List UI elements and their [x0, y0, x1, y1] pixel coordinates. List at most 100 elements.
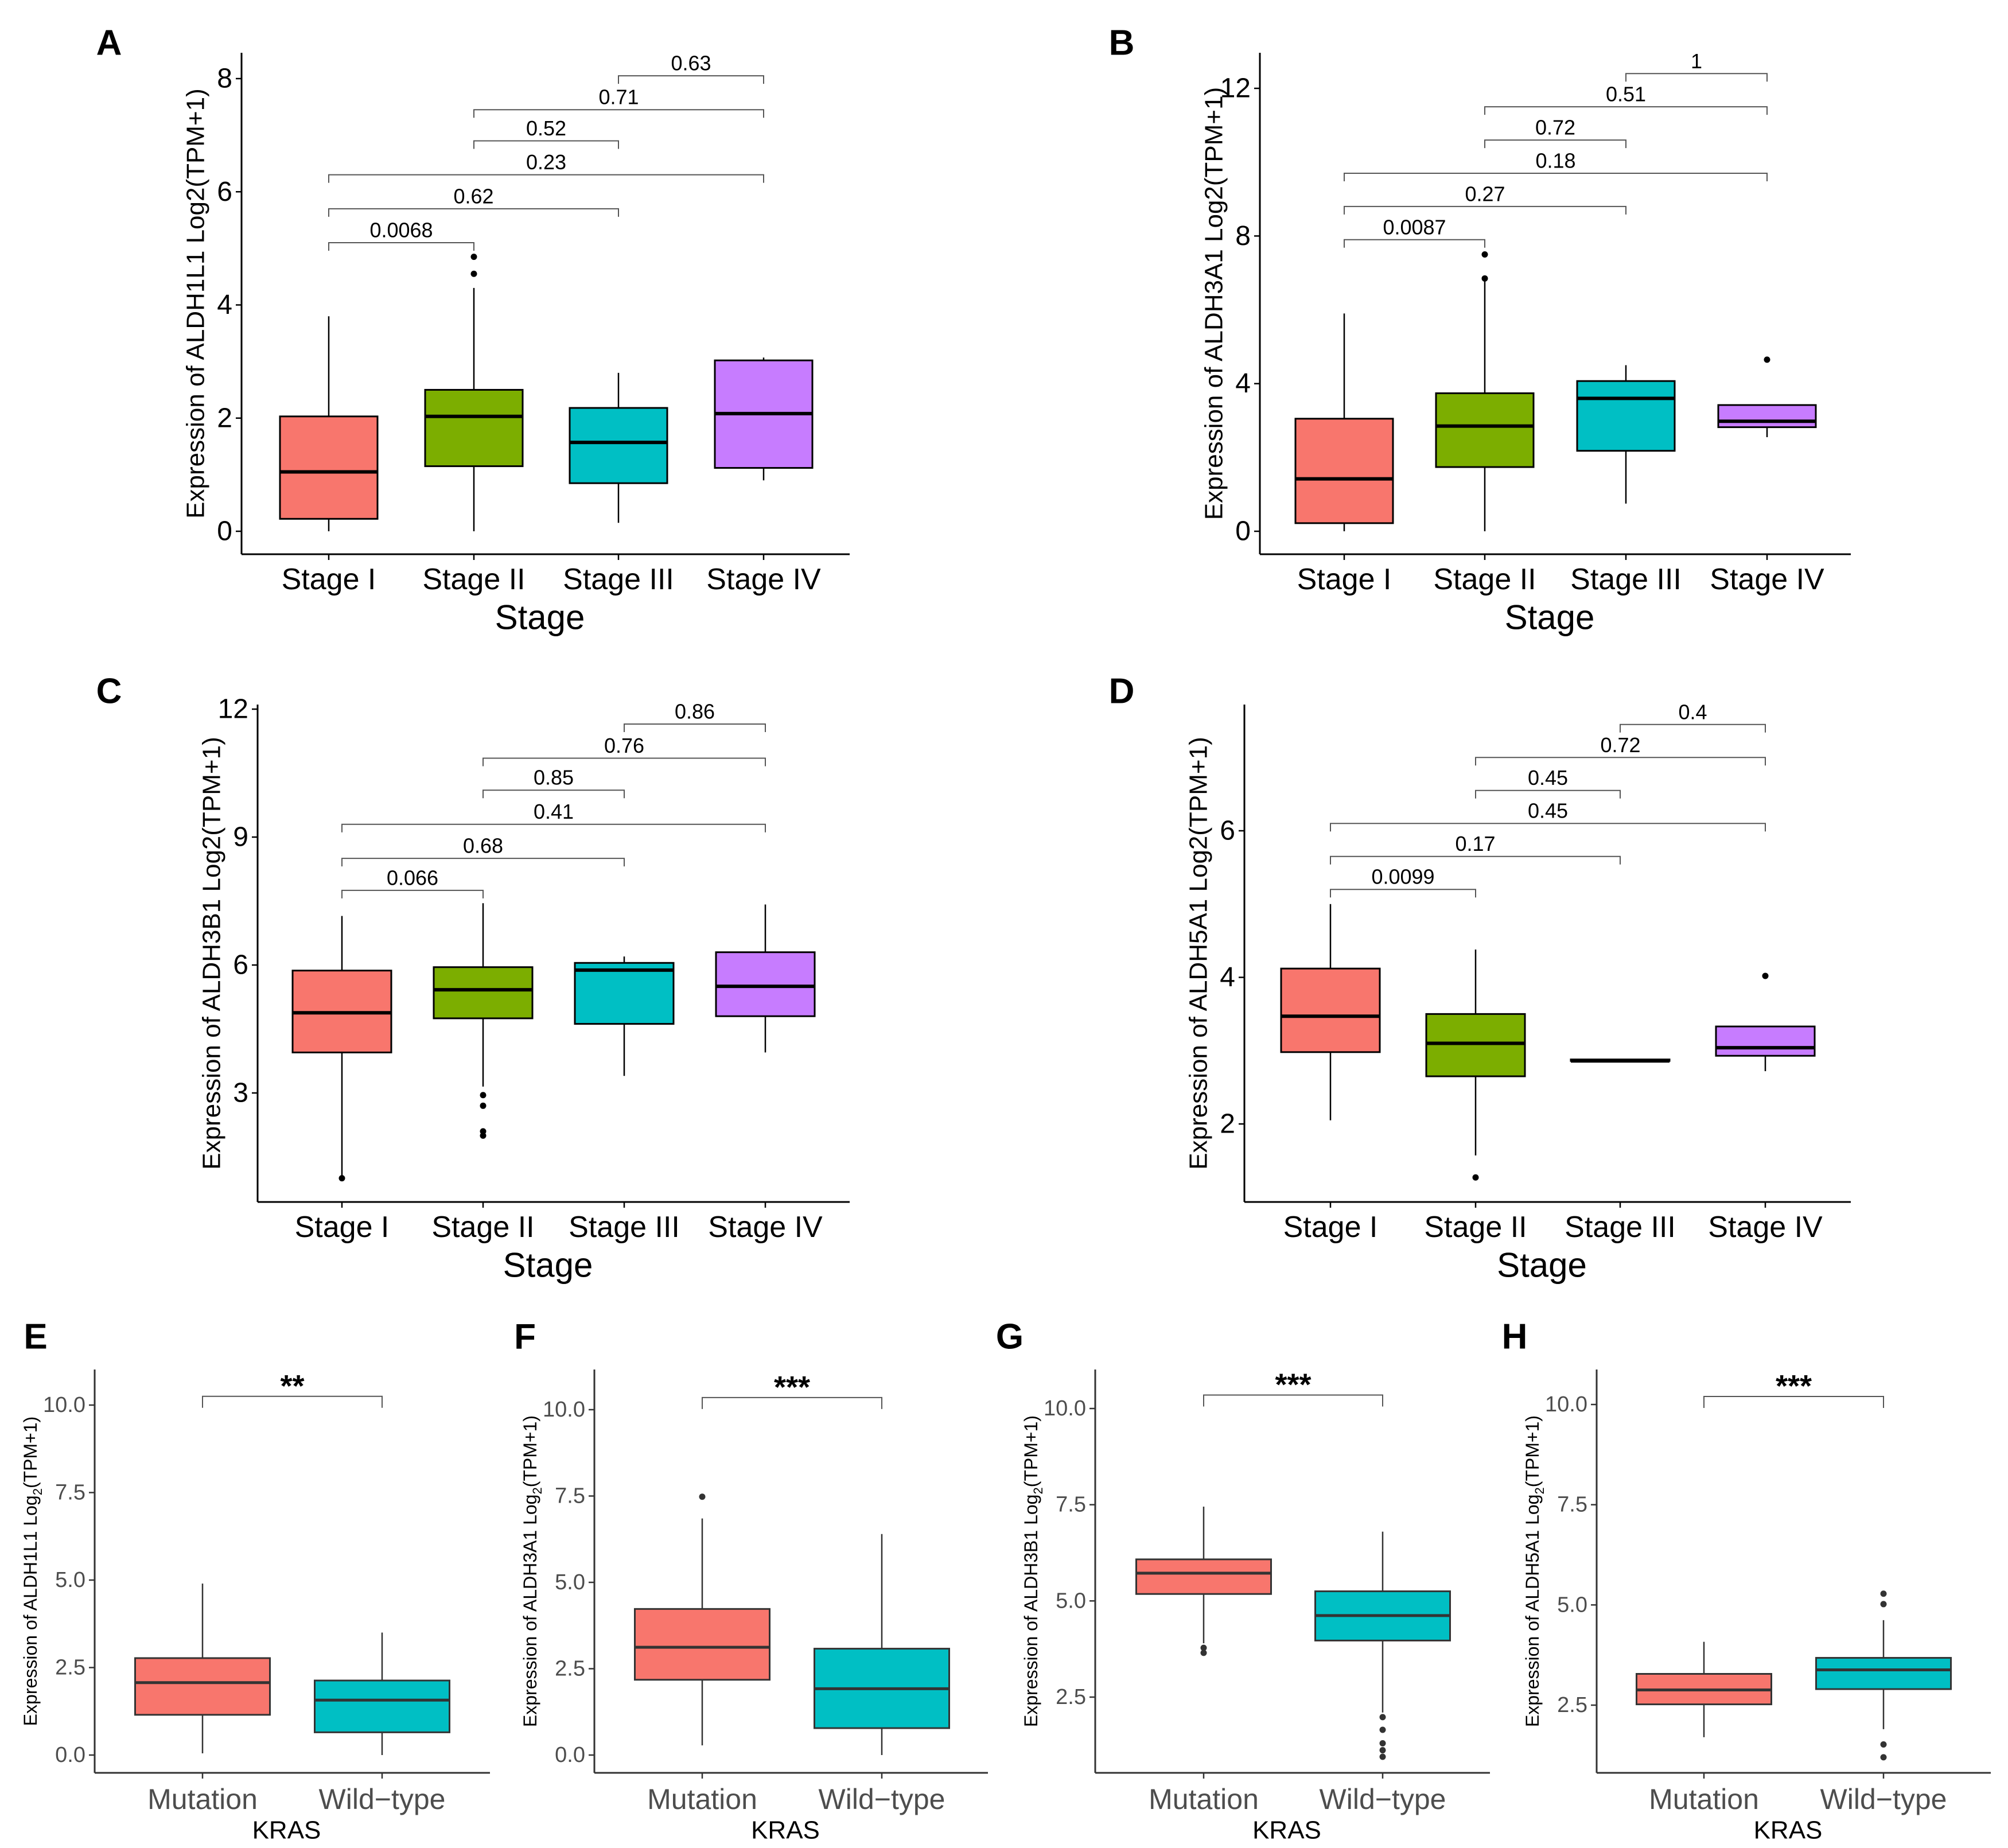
outlier-point: [1200, 1644, 1207, 1651]
box-iqr: [134, 1657, 271, 1716]
outlier-point: [338, 1175, 345, 1182]
box-0: [279, 316, 379, 531]
outlier-point: [1379, 1740, 1386, 1746]
box-iqr: [1715, 1025, 1816, 1057]
outlier-point: [1481, 251, 1488, 258]
box-iqr: [424, 388, 524, 468]
comparison-bracket: [202, 1395, 383, 1408]
outlier-point: [699, 1493, 706, 1500]
y-tick-label: 3: [233, 1078, 248, 1108]
y-tick-label: 10.0: [543, 1398, 585, 1422]
comparison-bracket: [341, 889, 484, 898]
comparison-label: 1: [1691, 49, 1702, 73]
box-iqr: [1294, 418, 1394, 524]
y-tick-label: 5.0: [1056, 1589, 1086, 1613]
x-axis-title: Stage: [1505, 598, 1595, 637]
comparison-label: 0.0099: [1371, 865, 1434, 889]
y-axis-title-suffix: (TPM+1): [1021, 1415, 1041, 1487]
x-axis-title: Stage: [495, 598, 585, 637]
comparison-label: 0.4: [1678, 700, 1707, 723]
x-category-label: Stage III: [1570, 563, 1682, 596]
comparison-label: 0.17: [1455, 832, 1495, 855]
y-axis-title-subscript: 2: [530, 1487, 544, 1494]
x-category-label: Mutation: [647, 1783, 757, 1815]
comparison-bracket: [328, 208, 619, 217]
comparison-label: 0.41: [534, 800, 574, 823]
panel-label: D: [1109, 672, 1135, 711]
comparison-bracket: [1330, 823, 1766, 832]
box-2: [1570, 1059, 1671, 1063]
y-axis-title: Expression of ALDH3B1 Log2(TPM+1): [198, 737, 226, 1170]
y-axis-title-suffix: (TPM+1): [20, 1417, 41, 1488]
comparison-bracket: [328, 242, 474, 251]
box-iqr: [433, 966, 534, 1020]
outlier-point: [1379, 1747, 1386, 1754]
comparison-bracket: [1703, 1396, 1884, 1409]
comparison-bracket: [1620, 723, 1766, 733]
comparison-label: **: [280, 1369, 304, 1403]
x-category-label: Wild−type: [1820, 1783, 1947, 1815]
comparison-bracket: [702, 1396, 882, 1409]
comparison-label: 0.0087: [1383, 215, 1446, 239]
box-iqr: [1717, 404, 1817, 429]
outlier-point: [1762, 972, 1769, 979]
panel-label: G: [996, 1317, 1024, 1357]
panel-b: B 0 4 8 12 Stage I Stage II Stage III Stage IV St…: [1109, 24, 1851, 637]
box-1: [433, 903, 534, 1139]
x-category-label: Stage III: [1565, 1211, 1676, 1244]
comparison-bracket: [473, 140, 619, 149]
box-1: [424, 254, 524, 531]
comparison-label: ***: [1776, 1369, 1812, 1403]
comparison-label: 0.52: [526, 116, 566, 140]
box-0: [1280, 904, 1381, 1121]
box-iqr: [1576, 380, 1676, 452]
box-1: [1425, 949, 1526, 1181]
y-tick-label: 10.0: [1545, 1392, 1587, 1417]
x-category-label: Wild−type: [819, 1783, 945, 1815]
box-1: [1314, 1531, 1451, 1760]
comparison-label: 0.72: [1600, 733, 1640, 757]
comparison-bracket: [328, 174, 764, 183]
x-category-label: Stage IV: [706, 563, 821, 596]
box-iqr: [1280, 967, 1381, 1053]
x-category-label: Stage II: [431, 1211, 534, 1244]
comparison-bracket: [1484, 139, 1626, 149]
comparison-label: 0.62: [453, 184, 493, 208]
x-category-label: Stage II: [422, 563, 525, 596]
y-tick-label: 7.5: [55, 1481, 85, 1505]
x-axis-title: KRAS: [252, 1816, 321, 1845]
comparison-label: 0.27: [1465, 182, 1505, 205]
y-tick-label: 6: [217, 177, 232, 207]
comparison-label: ***: [1275, 1368, 1311, 1402]
outlier-point: [470, 270, 477, 277]
comparison-bracket: [482, 789, 625, 799]
comparison-bracket: [1475, 789, 1621, 799]
box-0: [134, 1584, 271, 1753]
y-tick-label: 2.5: [555, 1657, 585, 1681]
outlier-point: [1880, 1741, 1887, 1748]
outlier-point: [1764, 356, 1770, 363]
y-axis-title: Expression of ALDH3A1 Log2(TPM+1): [520, 1415, 544, 1727]
y-tick-label: 8: [1235, 221, 1251, 251]
outlier-point: [1200, 1649, 1207, 1656]
box-2: [1576, 365, 1676, 504]
comparison-label: 0.72: [1535, 116, 1575, 139]
y-axis-title-subscript: 2: [30, 1488, 45, 1495]
comparison-bracket: [1484, 106, 1768, 115]
comparison-bracket: [1475, 757, 1766, 766]
outlier-point: [480, 1092, 487, 1099]
outlier-point: [470, 254, 477, 260]
panel-label: C: [96, 672, 122, 711]
box-iqr: [279, 415, 379, 520]
y-tick-label: 4: [1235, 368, 1251, 399]
y-tick-label: 10.0: [43, 1393, 85, 1417]
y-tick-label: 2.5: [55, 1656, 85, 1680]
x-axis-title: Stage: [1497, 1246, 1587, 1285]
comparison-label: 0.45: [1528, 766, 1568, 789]
x-category-label: Stage II: [1433, 563, 1536, 596]
comparison-label: 0.63: [671, 52, 711, 75]
y-tick-label: 5.0: [55, 1568, 85, 1592]
box-3: [715, 904, 816, 1053]
